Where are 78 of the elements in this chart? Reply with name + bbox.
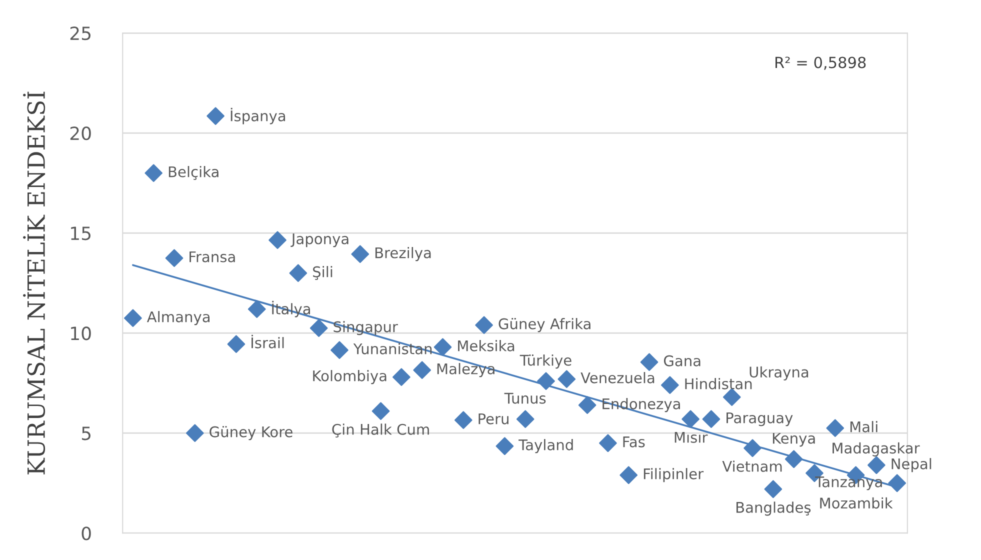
point	[372, 402, 390, 420]
data-label: Güney Afrika	[498, 318, 590, 332]
point	[620, 466, 638, 484]
annotation: R² = 0,5898	[776, 56, 866, 70]
data-label: Venezuela	[580, 372, 654, 384]
data-label: Kolombiya	[313, 370, 386, 384]
data-label: Japonya	[290, 233, 348, 248]
point	[744, 439, 762, 458]
point	[165, 249, 184, 267]
point	[599, 434, 617, 452]
point	[702, 410, 720, 428]
y-tick-label: 15	[71, 226, 90, 240]
point	[661, 376, 679, 394]
point	[392, 368, 410, 386]
data-label: Filipinler	[644, 468, 704, 482]
point	[434, 338, 452, 356]
y-tick-label: 0	[82, 526, 91, 540]
data-label: Nepal	[892, 458, 932, 472]
data-label: Güney Kore	[210, 426, 292, 440]
point	[227, 335, 246, 353]
data-label: Türkiye	[520, 354, 572, 369]
point	[888, 474, 906, 492]
data-label: Almanya	[146, 311, 210, 326]
point	[310, 319, 328, 337]
data-label: Tayland	[518, 439, 573, 454]
data-label: Peru	[478, 413, 508, 424]
data-label: İsrail	[252, 334, 284, 348]
point	[496, 437, 514, 456]
point	[537, 372, 555, 390]
data-label: Belçika	[168, 166, 218, 180]
point	[722, 388, 741, 406]
data-label: Hindistan	[685, 378, 752, 390]
data-label: İspanya	[230, 108, 286, 124]
point	[413, 361, 431, 380]
point	[186, 424, 204, 442]
point	[475, 316, 493, 334]
data-label: Vietnam	[722, 460, 782, 472]
y-tick-label: 25	[70, 26, 90, 40]
data-label: Fransa	[190, 251, 235, 262]
point	[454, 411, 472, 430]
point	[578, 396, 596, 414]
point	[351, 245, 370, 263]
point	[516, 410, 534, 428]
data-label: Gana	[664, 355, 700, 366]
point	[640, 353, 658, 372]
data-label: Ukrayna	[750, 366, 808, 380]
point	[144, 164, 163, 182]
y-tick-label: 5	[82, 426, 90, 440]
y-axis-title: KURUMSAL NİTELİK ENDEKSİ	[23, 92, 46, 474]
point	[764, 480, 782, 498]
data-label: Bangladeş	[736, 502, 811, 516]
point	[268, 231, 286, 249]
data-label: Şili	[313, 266, 332, 280]
data-label: Malezya	[437, 363, 494, 378]
data-label: Tanzanya	[815, 476, 882, 490]
point	[558, 370, 576, 388]
point	[868, 456, 886, 474]
data-label: Fas	[623, 436, 645, 448]
data-label: Tunus	[504, 392, 546, 404]
point	[330, 341, 348, 359]
data-label: Meksika	[458, 340, 514, 352]
y-tick-label: 20	[70, 126, 91, 140]
point	[289, 264, 308, 282]
data-label: Mozambik	[820, 497, 893, 509]
point	[682, 410, 700, 428]
data-label: Paraguay	[726, 412, 793, 426]
point	[248, 300, 266, 318]
y-tick-label: 10	[71, 326, 91, 340]
point	[206, 107, 224, 125]
data-label: Mali	[850, 421, 878, 432]
data-label: Mısır	[674, 432, 708, 443]
data-label: Brezilya	[375, 247, 431, 262]
point	[124, 309, 142, 327]
point	[826, 419, 844, 438]
data-label: Madagaskar	[832, 442, 920, 456]
point	[784, 450, 803, 468]
data-label: Kenya	[772, 432, 815, 447]
data-label: Çin Halk Cum	[332, 424, 429, 438]
